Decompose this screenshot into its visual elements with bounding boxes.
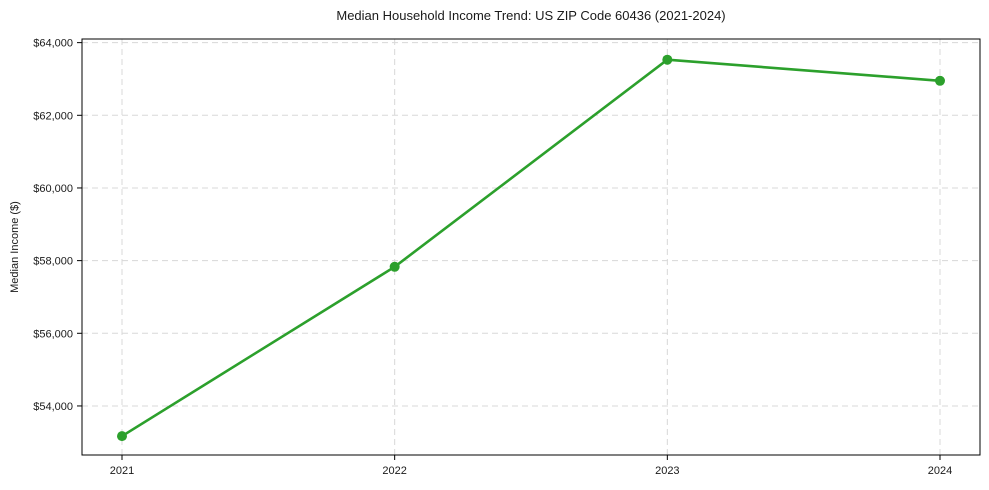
data-point-2022 xyxy=(389,261,400,272)
y-axis-title: Median Income ($) xyxy=(9,201,21,293)
x-tick-label: 2023 xyxy=(655,465,679,477)
data-point-2023 xyxy=(662,54,673,65)
x-tick-label: 2024 xyxy=(928,465,952,477)
x-tick-label: 2021 xyxy=(110,465,134,477)
y-tick-label: $58,000 xyxy=(33,256,73,268)
x-tick-label: 2022 xyxy=(382,465,406,477)
chart-title: Median Household Income Trend: US ZIP Co… xyxy=(336,8,726,23)
y-tick-label: $56,000 xyxy=(33,328,73,340)
y-tick-label: $54,000 xyxy=(33,401,73,413)
trend-line xyxy=(120,58,942,438)
y-tick-label: $60,000 xyxy=(33,183,73,195)
plot-frame xyxy=(81,38,981,456)
data-point-2021 xyxy=(117,431,127,442)
y-tick-label: $64,000 xyxy=(33,38,73,50)
y-tick-label: $62,000 xyxy=(33,110,73,122)
data-point-2024 xyxy=(935,75,945,86)
